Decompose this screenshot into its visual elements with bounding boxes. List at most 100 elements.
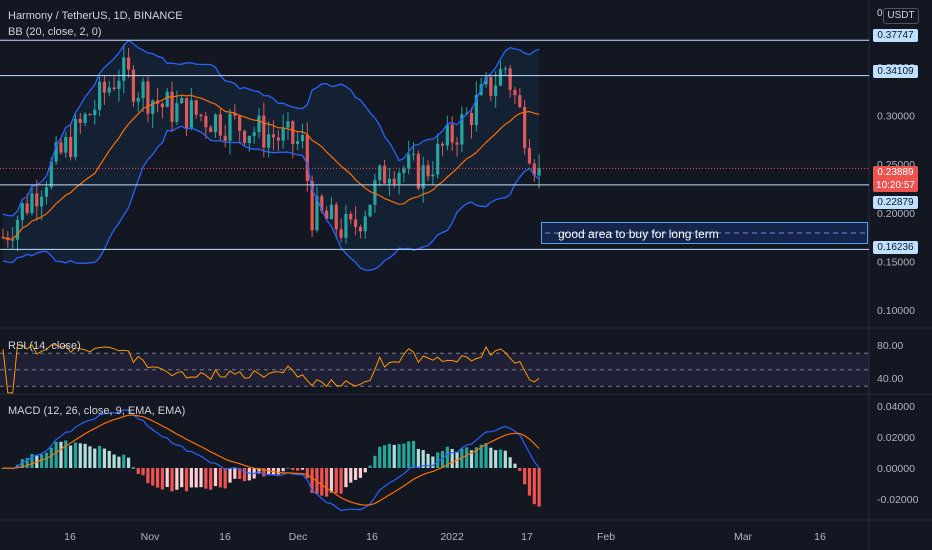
candle-body [252, 132, 256, 136]
macd-histogram-bar [30, 453, 34, 468]
rsi-line [2, 344, 540, 394]
macd-histogram-bar [233, 468, 237, 479]
macd-histogram-bar [387, 443, 391, 468]
time-axis-label: Nov [141, 531, 160, 543]
macd-histogram-bar [117, 456, 121, 468]
level-label-1: 0.37747 [873, 29, 918, 42]
candle-body [257, 115, 261, 133]
macd-histogram-bar [320, 468, 324, 496]
buy-zone-annotation[interactable]: good area to buy for long term [541, 222, 868, 244]
candle-body [329, 204, 334, 220]
candle-body [281, 127, 285, 141]
candle-body [160, 103, 164, 108]
candle-body [421, 165, 425, 189]
macd-histogram-bar [465, 447, 469, 468]
macd-histogram-bar [537, 468, 541, 507]
candle-body [450, 124, 454, 143]
candle-body [310, 180, 314, 231]
macd-histogram-bar [141, 468, 145, 476]
candle-body [15, 219, 20, 240]
macd-histogram-bar [513, 463, 517, 468]
candle-body [209, 127, 213, 133]
candle-body [20, 203, 24, 220]
macd-histogram-bar [334, 468, 338, 494]
bb-basis-line [2, 94, 540, 240]
candle-body [339, 229, 343, 238]
macd-histogram-bar [49, 447, 53, 468]
bb-fill [3, 40, 540, 271]
macd-histogram-bar [223, 468, 227, 489]
candle-body [189, 100, 193, 129]
candle-body [489, 77, 493, 96]
macd-indicator-label[interactable]: MACD (12, 26, close, 9, EMA, EMA) [8, 405, 186, 417]
price-tick-label: 0.15000 [877, 256, 915, 268]
candle-body [296, 141, 300, 145]
macd-histogram-bar [503, 450, 507, 468]
candle-body [112, 87, 116, 89]
macd-histogram-bar [300, 468, 305, 470]
rsi-indicator-label[interactable]: RSI (14, close) [8, 340, 81, 352]
candle-body [69, 136, 73, 158]
candle-body [402, 168, 406, 174]
macd-histogram-bar [305, 468, 309, 479]
macd-histogram-bar [421, 450, 425, 468]
level-label-4: 0.16236 [873, 241, 918, 254]
macd-histogram-bar [204, 468, 208, 489]
candle-body [11, 239, 15, 241]
macd-histogram-bar [518, 468, 522, 471]
macd-histogram-bar [88, 446, 92, 468]
candle-body [291, 121, 295, 145]
bb-indicator-label[interactable]: BB (20, close, 2, 0) [8, 26, 102, 38]
candle-body [325, 210, 329, 220]
candle-body [93, 109, 97, 116]
candle-body [373, 180, 377, 205]
candle-body [151, 100, 155, 114]
macd-histogram-bar [189, 468, 193, 488]
rsi-tick-label: 80.00 [877, 340, 903, 352]
candle-body [117, 80, 121, 89]
macd-histogram-bar [184, 468, 189, 492]
macd-histogram-bar [382, 445, 387, 468]
candle-body [305, 135, 309, 181]
macd-histogram-bar [397, 444, 401, 468]
currency-selector[interactable]: USDT [883, 8, 919, 24]
macd-histogram-bar [69, 445, 73, 468]
macd-histogram-bar [175, 468, 179, 490]
bb-lower-line [2, 125, 540, 271]
candle-body [35, 193, 39, 207]
current-price-value: 0.23889 [877, 167, 914, 178]
macd-histogram-bar [450, 448, 454, 468]
macd-histogram-bar [426, 453, 430, 468]
macd-histogram-bar [349, 468, 353, 483]
macd-histogram-bar [416, 448, 420, 468]
candle-body [25, 203, 29, 213]
candle-body [349, 213, 353, 220]
candle-body [262, 115, 266, 148]
candle-body [397, 173, 401, 184]
candle-body [532, 163, 536, 176]
candle-body [194, 100, 198, 115]
candle-body [30, 193, 34, 213]
current-price-badge: 0.23889 10:20:57 [873, 166, 918, 192]
macd-histogram-bar [378, 446, 382, 468]
macd-histogram-bar [64, 440, 68, 468]
macd-histogram-bar [262, 468, 266, 477]
candle-body [233, 113, 237, 116]
candle-body [392, 178, 396, 184]
candle-body [484, 77, 488, 85]
candle-body [122, 57, 126, 81]
candle-body [184, 97, 189, 129]
macd-histogram-bar [411, 440, 416, 468]
macd-histogram-bar [238, 468, 242, 479]
candle-body [460, 114, 464, 145]
macd-histogram-bar [407, 441, 411, 468]
macd-histogram-bar [165, 468, 169, 488]
macd-histogram-bar [126, 457, 131, 468]
macd-tick-label: 0.02000 [877, 432, 915, 444]
candle-body [334, 204, 338, 230]
candle-body [88, 114, 92, 116]
macd-histogram-bar [363, 468, 367, 473]
candle-body [276, 137, 280, 141]
time-axis-label: 17 [521, 531, 533, 543]
